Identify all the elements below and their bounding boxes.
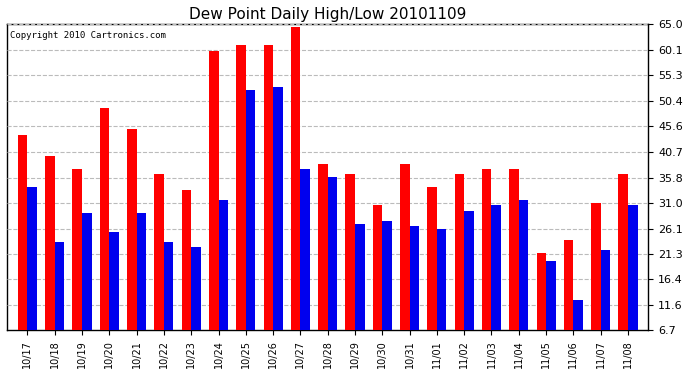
Title: Dew Point Daily High/Low 20101109: Dew Point Daily High/Low 20101109	[189, 7, 466, 22]
Bar	[346, 174, 355, 330]
Bar	[264, 45, 273, 330]
Bar	[236, 45, 246, 330]
Bar	[328, 177, 337, 330]
Bar	[519, 200, 529, 330]
Bar	[164, 242, 173, 330]
Bar	[601, 250, 610, 330]
Bar	[509, 169, 519, 330]
Bar	[273, 87, 283, 330]
Bar	[191, 248, 201, 330]
Bar	[437, 229, 446, 330]
Bar	[300, 169, 310, 330]
Bar	[382, 221, 392, 330]
Bar	[482, 169, 491, 330]
Bar	[573, 300, 583, 330]
Bar	[137, 213, 146, 330]
Bar	[564, 240, 573, 330]
Bar	[410, 226, 419, 330]
Bar	[45, 156, 55, 330]
Bar	[100, 108, 109, 330]
Bar	[628, 206, 638, 330]
Bar	[618, 174, 628, 330]
Bar	[55, 242, 64, 330]
Bar	[318, 164, 328, 330]
Bar	[181, 190, 191, 330]
Bar	[455, 174, 464, 330]
Bar	[591, 203, 601, 330]
Bar	[464, 211, 474, 330]
Bar	[72, 169, 82, 330]
Bar	[82, 213, 92, 330]
Bar	[155, 174, 164, 330]
Bar	[546, 261, 555, 330]
Bar	[400, 164, 410, 330]
Bar	[246, 90, 255, 330]
Bar	[109, 232, 119, 330]
Bar	[427, 187, 437, 330]
Bar	[209, 51, 219, 330]
Bar	[537, 253, 546, 330]
Bar	[291, 27, 300, 330]
Bar	[373, 206, 382, 330]
Bar	[355, 224, 364, 330]
Bar	[127, 129, 137, 330]
Bar	[491, 206, 501, 330]
Bar	[219, 200, 228, 330]
Bar	[28, 187, 37, 330]
Bar	[18, 135, 28, 330]
Text: Copyright 2010 Cartronics.com: Copyright 2010 Cartronics.com	[10, 31, 166, 40]
